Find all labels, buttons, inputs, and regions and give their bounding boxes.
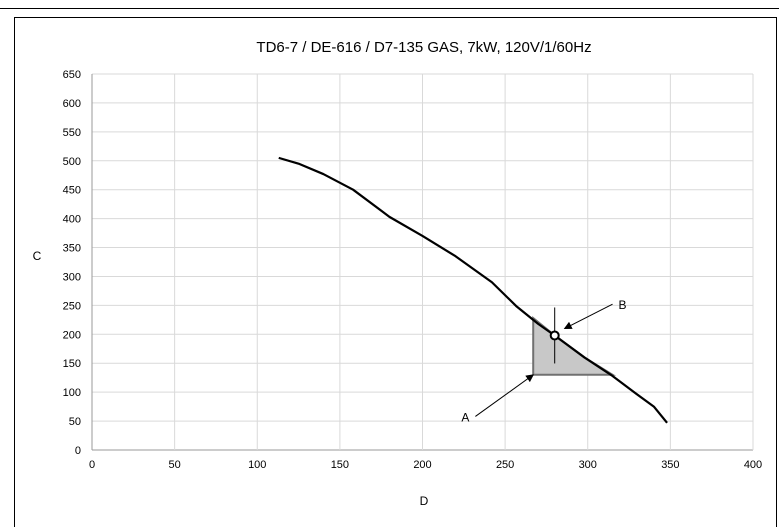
y-axis-label: C bbox=[33, 249, 42, 263]
y-tick-labels: 0 50 100 150 200 250 300 350 400 450 500 550 600 650 bbox=[63, 69, 81, 457]
operating-point-marker bbox=[549, 330, 560, 341]
annotation-arrow-b bbox=[563, 303, 613, 329]
x-tick-label: 200 bbox=[413, 459, 431, 471]
y-tick-label: 650 bbox=[63, 69, 81, 81]
y-tick-label: 100 bbox=[63, 387, 81, 399]
operating-range-region bbox=[532, 316, 617, 376]
y-tick-label: 350 bbox=[63, 243, 81, 255]
chart-title: TD6-7 / DE-616 / D7-135 GAS, 7kW, 120V/1… bbox=[256, 39, 591, 56]
annotation-layer: AB bbox=[461, 298, 626, 424]
y-tick-label: 50 bbox=[69, 416, 81, 428]
x-tick-label: 400 bbox=[744, 459, 762, 471]
grid bbox=[91, 73, 754, 451]
series-layer bbox=[278, 156, 668, 424]
x-tick-label: 300 bbox=[579, 459, 597, 471]
y-tick-label: 450 bbox=[63, 185, 81, 197]
y-tick-label: 500 bbox=[63, 156, 81, 168]
annotation-label-a: A bbox=[461, 410, 469, 424]
y-tick-label: 200 bbox=[63, 329, 81, 341]
y-tick-label: 300 bbox=[63, 271, 81, 283]
y-tick-label: 550 bbox=[63, 127, 81, 139]
y-tick-label: 400 bbox=[63, 214, 81, 226]
y-tick-label: 250 bbox=[63, 300, 81, 312]
x-axis-label: D bbox=[420, 494, 429, 508]
x-tick-label: 50 bbox=[169, 459, 181, 471]
y-tick-label: 600 bbox=[63, 98, 81, 110]
top-rule bbox=[0, 8, 779, 9]
annotation-arrow-a bbox=[475, 374, 535, 417]
y-tick-label: 0 bbox=[75, 445, 81, 457]
x-tick-label: 350 bbox=[661, 459, 679, 471]
performance-curve-line bbox=[278, 156, 668, 424]
annotation-label-b: B bbox=[619, 298, 627, 312]
shaded-region-layer bbox=[532, 316, 617, 376]
x-tick-labels: 0 50 100 150 200 250 300 350 400 bbox=[89, 459, 762, 471]
chart-frame bbox=[14, 17, 777, 527]
x-tick-label: 150 bbox=[331, 459, 349, 471]
x-tick-label: 100 bbox=[248, 459, 266, 471]
y-tick-label: 150 bbox=[63, 358, 81, 370]
x-tick-label: 250 bbox=[496, 459, 514, 471]
x-tick-label: 0 bbox=[89, 459, 95, 471]
